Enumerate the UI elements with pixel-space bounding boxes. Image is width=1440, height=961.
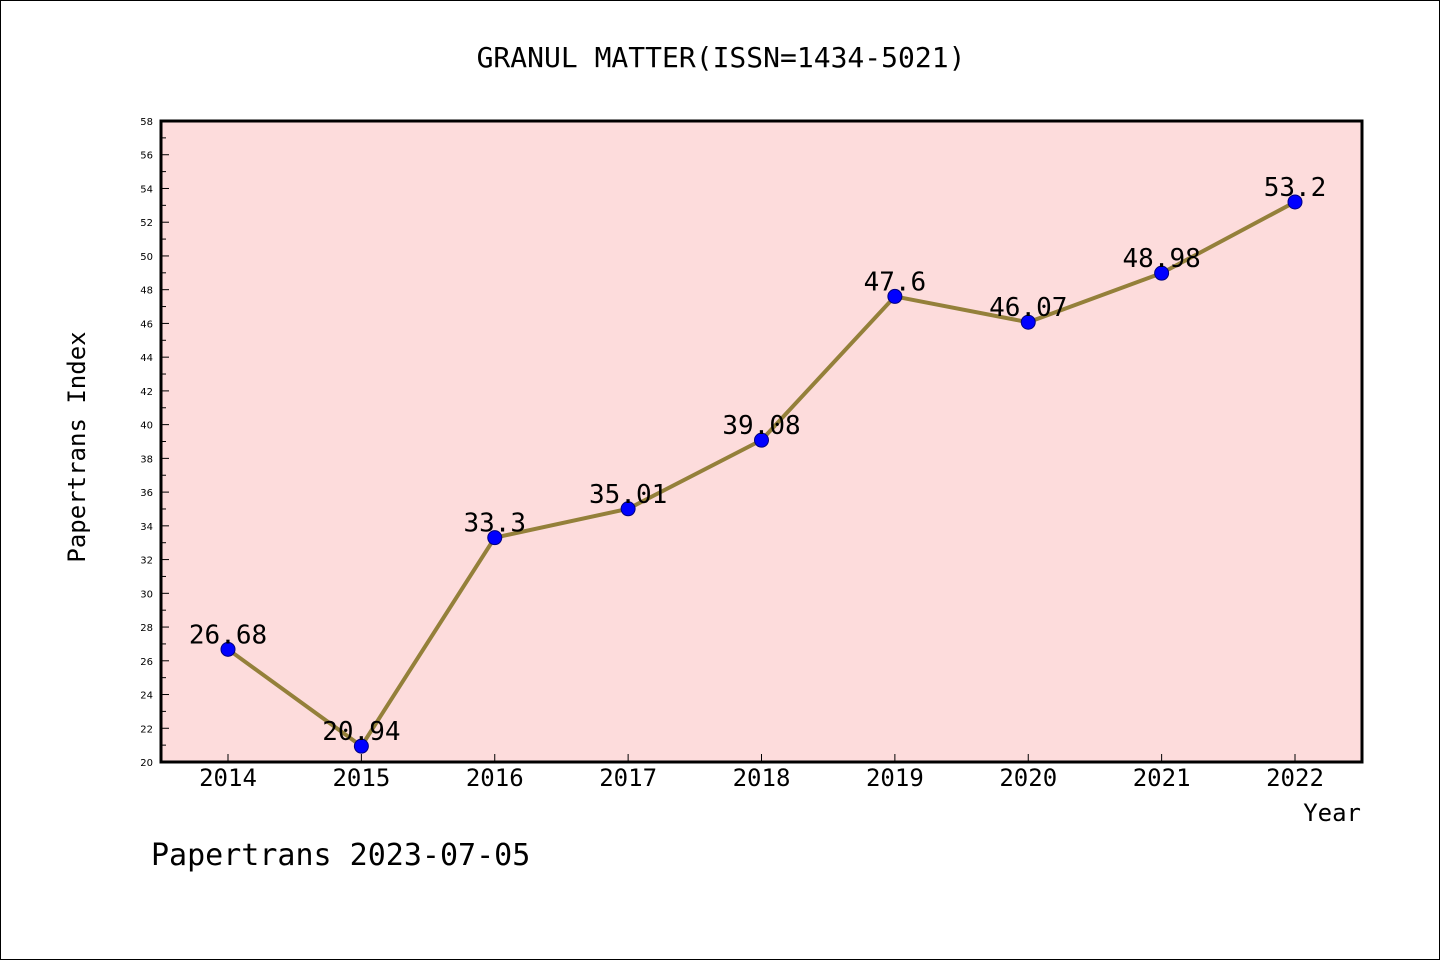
y-tick-label: 40 bbox=[140, 421, 153, 432]
data-label: 46.07 bbox=[989, 293, 1067, 323]
y-tick-label: 54 bbox=[140, 184, 153, 195]
y-tick-label: 22 bbox=[140, 724, 153, 735]
data-point bbox=[620, 501, 636, 517]
data-label: 53.2 bbox=[1264, 173, 1327, 203]
series-papertrans-index bbox=[220, 194, 1303, 754]
data-point bbox=[887, 288, 903, 304]
x-tick-label: 2019 bbox=[866, 764, 924, 792]
x-tick-label: 2022 bbox=[1266, 764, 1324, 792]
y-tick-label: 52 bbox=[140, 218, 153, 229]
x-axis: 2014 2015 2016 2017 2018 2019 2020 2021 2022 bbox=[199, 754, 1324, 792]
y-tick-label: 36 bbox=[140, 488, 153, 499]
y-tick-label: 28 bbox=[140, 623, 153, 634]
data-labels: 26.68 20.94 33.3 35.01 39.08 47.6 46.07 48.98 53… bbox=[189, 173, 1326, 747]
y-tick-label: 50 bbox=[140, 252, 153, 263]
y-tick-label: 20 bbox=[140, 758, 153, 769]
x-tick-label: 2016 bbox=[466, 764, 524, 792]
y-tick-label: 42 bbox=[140, 387, 153, 398]
y-tick-label: 46 bbox=[140, 319, 153, 330]
y-axis-label: Papertrans Index bbox=[63, 331, 91, 562]
x-tick-label: 2020 bbox=[999, 764, 1057, 792]
data-label: 47.6 bbox=[864, 267, 927, 297]
data-point bbox=[1287, 194, 1303, 210]
x-tick-label: 2018 bbox=[733, 764, 791, 792]
data-label: 26.68 bbox=[189, 620, 267, 650]
data-label: 35.01 bbox=[589, 480, 667, 510]
x-tick-label: 2015 bbox=[332, 764, 390, 792]
y-tick-label: 38 bbox=[140, 454, 153, 465]
x-tick-label: 2014 bbox=[199, 764, 257, 792]
y-tick-label: 58 bbox=[140, 117, 153, 128]
data-label: 20.94 bbox=[322, 717, 400, 747]
data-label: 48.98 bbox=[1122, 244, 1200, 274]
data-point bbox=[353, 738, 369, 754]
data-label: 39.08 bbox=[722, 411, 800, 441]
chart-title: GRANUL MATTER(ISSN=1434-5021) bbox=[477, 41, 966, 74]
data-point bbox=[220, 641, 236, 657]
data-point bbox=[1020, 314, 1036, 330]
y-tick-label: 26 bbox=[140, 657, 153, 668]
y-tick-label: 30 bbox=[140, 589, 153, 600]
y-axis: 20 22 24 26 28 30 32 34 36 38 40 42 44 46 48 50 52 54 56 58 bbox=[140, 117, 169, 769]
x-tick-label: 2017 bbox=[599, 764, 657, 792]
y-tick-label: 34 bbox=[140, 522, 153, 533]
footer-text: Papertrans 2023-07-05 bbox=[151, 838, 530, 873]
y-tick-label: 24 bbox=[140, 691, 153, 702]
x-axis-label: Year bbox=[1303, 799, 1361, 827]
y-tick-label: 56 bbox=[140, 151, 153, 162]
data-point bbox=[1154, 265, 1170, 281]
y-tick-label: 32 bbox=[140, 556, 153, 567]
data-label: 33.3 bbox=[463, 509, 526, 539]
y-tick-label: 48 bbox=[140, 286, 153, 297]
data-point bbox=[754, 432, 769, 448]
x-tick-label: 2021 bbox=[1133, 764, 1191, 792]
y-tick-label: 44 bbox=[140, 353, 153, 364]
data-point bbox=[487, 530, 503, 546]
